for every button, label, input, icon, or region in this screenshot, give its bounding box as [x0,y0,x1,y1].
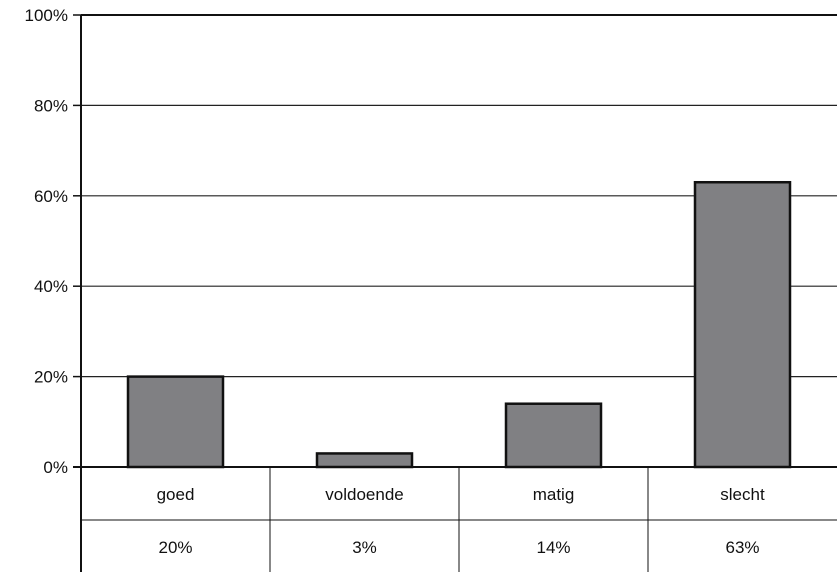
value-label-goed: 20% [158,538,192,557]
value-label-matig: 14% [536,538,570,557]
y-tick-label-0: 0% [43,458,68,477]
bar-goed [126,375,225,469]
category-label-voldoende: voldoende [325,485,403,504]
y-tick-label-80: 80% [34,96,68,115]
category-label-goed: goed [157,485,195,504]
bars [126,180,792,469]
bar-voldoende [315,452,414,469]
bar-matig [504,402,603,469]
value-label-slecht: 63% [725,538,759,557]
data-table: goed 20% voldoende 3% matig 14% slecht 63% [81,467,837,572]
category-label-matig: matig [533,485,575,504]
y-tick-label-100: 100% [25,6,68,25]
y-tick-label-60: 60% [34,187,68,206]
value-label-voldoende: 3% [352,538,377,557]
y-tick-labels: 0% 20% 40% 60% 80% 100% [25,6,68,477]
axes [73,14,837,572]
y-tick-label-20: 20% [34,368,68,387]
bar-slecht [693,180,792,469]
y-tick-label-40: 40% [34,277,68,296]
category-label-slecht: slecht [720,485,765,504]
